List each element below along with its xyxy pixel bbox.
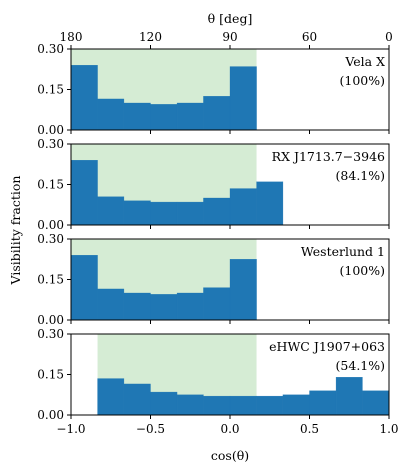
top-tick-label: 120 xyxy=(139,30,162,44)
y-tick-label: 0.15 xyxy=(37,178,64,192)
panel-fraction: (84.1%) xyxy=(336,168,385,183)
histogram-bar xyxy=(97,288,125,321)
histogram-bar xyxy=(362,390,390,416)
y-tick-label: 0.00 xyxy=(37,218,64,232)
histogram-bar xyxy=(150,201,178,226)
histogram-bar xyxy=(176,201,204,226)
panel-fraction: (100%) xyxy=(340,263,386,278)
histogram-bar xyxy=(123,200,151,226)
top-tick-label: 180 xyxy=(60,30,83,44)
histogram-bar xyxy=(229,259,257,321)
y-tick-label: 0.00 xyxy=(37,123,64,137)
panel-source-name: Westerlund 1 xyxy=(301,244,385,259)
y-tick-label: 0.30 xyxy=(37,327,64,341)
histogram-bar xyxy=(123,383,151,416)
histogram-bar xyxy=(97,98,125,131)
x-tick-label: 0.5 xyxy=(300,422,319,436)
histogram-bar xyxy=(203,197,231,226)
histogram-bar xyxy=(150,294,178,321)
x-tick-label: 0.0 xyxy=(220,422,239,436)
histogram-bar xyxy=(150,391,178,416)
y-tick-label: 0.30 xyxy=(37,232,64,246)
histogram-bar xyxy=(203,395,231,416)
histogram-bar xyxy=(203,287,231,321)
histogram-bar xyxy=(229,395,257,416)
histogram-bar xyxy=(256,395,284,416)
top-tick-label: 90 xyxy=(222,30,237,44)
y-tick-label: 0.00 xyxy=(37,408,64,422)
top-tick-label: 60 xyxy=(302,30,317,44)
histogram-bar xyxy=(256,181,284,226)
top-axis-title: θ [deg] xyxy=(208,11,253,26)
histogram-bar xyxy=(203,96,231,131)
histogram-bar xyxy=(70,160,98,226)
y-tick-label: 0.30 xyxy=(37,42,64,56)
histogram-bar xyxy=(70,65,98,131)
histogram-bar xyxy=(176,394,204,416)
x-axis-title: cos(θ) xyxy=(211,448,249,463)
histogram-bar xyxy=(309,390,337,416)
histogram-bar xyxy=(150,104,178,131)
panel-2: 0.00 0.15 0.30 RX J1713.7−3946 (84.1%) xyxy=(37,137,390,232)
y-tick-label: 0.15 xyxy=(37,273,64,287)
histogram-bar xyxy=(229,188,257,226)
panel-4: 0.00 0.15 0.30 −1.0 −0.5 0.0 0.5 1.0 eHWC J1907+… xyxy=(37,327,398,436)
y-tick-label: 0.30 xyxy=(37,137,64,151)
histogram-bar xyxy=(176,102,204,131)
histogram-bar xyxy=(123,102,151,131)
y-axis-title: Visibility fraction xyxy=(8,176,23,286)
top-tick-label: 0 xyxy=(385,30,393,44)
histogram-bar xyxy=(335,377,363,416)
histogram-bar xyxy=(97,378,125,416)
histogram-bar xyxy=(70,255,98,321)
y-tick-label: 0.15 xyxy=(37,83,64,97)
histogram-bar xyxy=(176,292,204,321)
histogram-bar xyxy=(229,66,257,131)
panel-source-name: Vela X xyxy=(344,54,385,69)
x-tick-label: −0.5 xyxy=(136,422,165,436)
y-tick-label: 0.15 xyxy=(37,368,64,382)
histogram-bar xyxy=(97,196,125,226)
panel-3: 0.00 0.15 0.30 Westerlund 1 (100%) xyxy=(37,232,390,327)
histogram-bar xyxy=(123,292,151,321)
panel-source-name: eHWC J1907+063 xyxy=(269,339,385,354)
panel-fraction: (54.1%) xyxy=(336,358,385,373)
y-tick-label: 0.00 xyxy=(37,313,64,327)
histogram-bar xyxy=(282,394,310,416)
x-tick-label: 1.0 xyxy=(379,422,398,436)
panel-source-name: RX J1713.7−3946 xyxy=(272,149,385,164)
x-tick-label: −1.0 xyxy=(56,422,85,436)
panel-fraction: (100%) xyxy=(340,73,386,88)
